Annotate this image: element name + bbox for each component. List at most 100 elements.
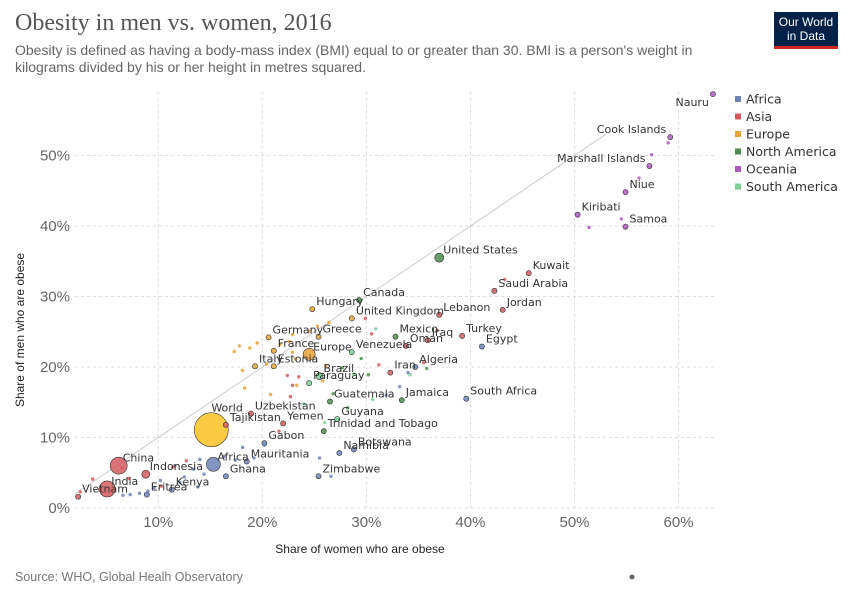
data-point[interactable] xyxy=(306,380,313,387)
data-point[interactable] xyxy=(503,277,507,282)
data-point[interactable] xyxy=(315,324,320,328)
data-point[interactable] xyxy=(78,490,82,494)
legend-swatch[interactable] xyxy=(735,183,741,190)
data-point[interactable] xyxy=(370,397,375,402)
data-point[interactable] xyxy=(320,428,327,435)
data-point[interactable] xyxy=(168,486,175,493)
data-point[interactable] xyxy=(359,356,363,361)
data-point[interactable] xyxy=(348,349,355,356)
data-point[interactable] xyxy=(315,333,322,340)
data-point[interactable] xyxy=(202,472,206,476)
data-point[interactable] xyxy=(317,456,322,460)
data-point[interactable] xyxy=(491,287,498,294)
legend-swatch[interactable] xyxy=(735,131,741,137)
data-point[interactable] xyxy=(293,357,298,361)
data-point[interactable] xyxy=(184,459,189,463)
data-point[interactable] xyxy=(478,343,485,350)
data-point[interactable] xyxy=(222,454,226,459)
data-point[interactable] xyxy=(278,342,282,347)
data-point[interactable] xyxy=(121,493,125,498)
data-point[interactable] xyxy=(285,373,289,378)
data-point[interactable] xyxy=(406,370,410,375)
data-point[interactable] xyxy=(237,344,242,348)
data-point[interactable] xyxy=(297,375,301,379)
data-point[interactable] xyxy=(525,270,532,277)
data-point[interactable] xyxy=(574,211,581,218)
data-point[interactable] xyxy=(392,333,399,340)
data-point[interactable] xyxy=(206,456,221,472)
data-point[interactable] xyxy=(424,337,431,344)
data-point[interactable] xyxy=(143,491,150,498)
data-point[interactable] xyxy=(248,346,252,350)
data-point[interactable] xyxy=(268,392,273,397)
data-point[interactable] xyxy=(309,306,316,313)
data-point[interactable] xyxy=(280,420,287,427)
data-point[interactable] xyxy=(265,334,272,341)
data-point[interactable] xyxy=(252,456,256,460)
data-point[interactable] xyxy=(222,421,229,428)
data-point[interactable] xyxy=(233,458,237,462)
legend-swatch[interactable] xyxy=(735,96,741,102)
data-point[interactable] xyxy=(255,341,259,345)
data-point[interactable] xyxy=(109,456,128,475)
data-point[interactable] xyxy=(352,372,356,376)
data-point[interactable] xyxy=(75,493,82,500)
data-point[interactable] xyxy=(290,383,295,388)
data-point[interactable] xyxy=(336,450,343,456)
data-point[interactable] xyxy=(331,392,335,396)
data-point[interactable] xyxy=(340,365,345,370)
data-point[interactable] xyxy=(499,306,506,313)
data-point[interactable] xyxy=(363,316,368,321)
data-point[interactable] xyxy=(307,329,311,333)
data-point[interactable] xyxy=(137,491,142,495)
data-point[interactable] xyxy=(345,406,350,410)
data-point[interactable] xyxy=(252,363,258,370)
data-point[interactable] xyxy=(240,445,245,450)
data-point[interactable] xyxy=(196,485,200,489)
data-point[interactable] xyxy=(141,469,151,479)
data-point[interactable] xyxy=(637,176,641,180)
data-point[interactable] xyxy=(710,91,716,98)
data-point[interactable] xyxy=(171,465,175,469)
data-point[interactable] xyxy=(270,347,277,354)
data-point[interactable] xyxy=(264,362,269,366)
data-point[interactable] xyxy=(277,429,281,433)
data-point[interactable] xyxy=(243,458,250,465)
data-point[interactable] xyxy=(302,401,306,406)
data-point[interactable] xyxy=(622,189,629,196)
data-point[interactable] xyxy=(459,333,466,339)
data-point[interactable] xyxy=(397,385,402,389)
data-point[interactable] xyxy=(463,395,470,402)
data-point[interactable] xyxy=(327,320,331,325)
data-point[interactable] xyxy=(587,225,591,230)
data-point[interactable] xyxy=(327,398,333,405)
data-point[interactable] xyxy=(159,484,164,488)
data-point[interactable] xyxy=(128,492,132,497)
legend-label[interactable]: Africa xyxy=(746,92,782,107)
data-point[interactable] xyxy=(194,412,229,448)
data-point[interactable] xyxy=(270,363,277,370)
data-point[interactable] xyxy=(323,420,327,425)
data-point[interactable] xyxy=(90,477,95,481)
data-point[interactable] xyxy=(294,383,299,388)
data-point[interactable] xyxy=(315,372,324,380)
legend-label[interactable]: North America xyxy=(746,144,837,159)
data-point[interactable] xyxy=(127,476,131,481)
data-point[interactable] xyxy=(191,467,196,471)
data-point[interactable] xyxy=(384,393,388,397)
data-point[interactable] xyxy=(290,350,295,354)
data-point[interactable] xyxy=(232,349,236,354)
legend-label[interactable]: Oceania xyxy=(746,162,797,177)
data-point[interactable] xyxy=(240,368,245,373)
data-point[interactable] xyxy=(247,410,254,417)
data-point[interactable] xyxy=(152,485,156,490)
data-point[interactable] xyxy=(146,489,150,493)
data-point[interactable] xyxy=(350,446,357,453)
data-point[interactable] xyxy=(434,252,445,263)
data-point[interactable] xyxy=(646,163,653,169)
owid-logo[interactable]: Our World in Data xyxy=(774,12,838,49)
data-point[interactable] xyxy=(329,474,333,478)
data-point[interactable] xyxy=(356,297,362,303)
data-point[interactable] xyxy=(334,416,341,423)
data-point[interactable] xyxy=(120,466,124,470)
